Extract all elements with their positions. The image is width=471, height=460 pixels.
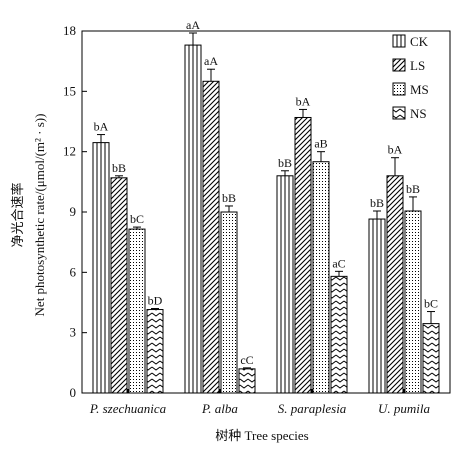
significance-label: bB bbox=[278, 156, 292, 170]
significance-label: bB bbox=[112, 161, 126, 175]
category-label: P. alba bbox=[201, 401, 238, 416]
y-tick-label: 6 bbox=[70, 264, 77, 279]
category-label: P. szechuanica bbox=[89, 401, 167, 416]
y-tick-label: 0 bbox=[70, 385, 77, 400]
category-labels: P. szechuanica P. alba S. paraplesia U. pum… bbox=[89, 389, 431, 416]
legend-swatch-ms bbox=[392, 82, 406, 96]
bar-ls bbox=[294, 116, 312, 394]
category-label: U. pumila bbox=[378, 401, 431, 416]
legend-label-ns: NS bbox=[410, 106, 427, 121]
legend-label-ms: MS bbox=[410, 82, 429, 97]
legend-swatch-ck bbox=[392, 34, 406, 48]
y-tick-label: 12 bbox=[63, 144, 76, 159]
bar-ck bbox=[276, 175, 294, 394]
bar-ls bbox=[202, 80, 220, 394]
legend-label-ck: CK bbox=[410, 34, 429, 49]
significance-label: bC bbox=[130, 212, 144, 226]
bar-ms bbox=[128, 228, 146, 394]
bar-ms bbox=[404, 210, 422, 394]
bar-ms bbox=[220, 211, 238, 394]
significance-label: bA bbox=[94, 120, 109, 134]
y-axis-title-cn: 净光合速率 bbox=[10, 182, 25, 247]
bar-ns bbox=[330, 275, 348, 394]
legend-label-ls: LS bbox=[410, 58, 425, 73]
bar-ns bbox=[238, 368, 256, 394]
bar-ls bbox=[386, 175, 404, 394]
significance-label: bB bbox=[406, 182, 420, 196]
legend: CK LS MS NS bbox=[392, 34, 429, 121]
significance-label: aB bbox=[314, 137, 327, 151]
significance-label: bB bbox=[370, 196, 384, 210]
significance-label: bD bbox=[148, 294, 163, 308]
category-label: S. paraplesia bbox=[278, 401, 347, 416]
bar-ns bbox=[146, 309, 164, 394]
x-axis-title: 树种 Tree species bbox=[215, 428, 308, 443]
y-tick-label: 18 bbox=[63, 23, 76, 38]
bar-ck bbox=[184, 44, 202, 394]
y-tick-label: 15 bbox=[63, 83, 76, 98]
bars-group: bA bB bC bD aA aA bB cC bB bA aB aC bB bA bB bC bbox=[92, 18, 440, 394]
bar-ms bbox=[312, 161, 330, 394]
y-axis-title-en: Net photosynthetic rate/(μmol/(m² · s)) bbox=[32, 114, 47, 317]
bar-ns bbox=[422, 323, 440, 394]
significance-label: bA bbox=[296, 94, 311, 108]
bar-ck bbox=[92, 142, 110, 394]
significance-label: bC bbox=[424, 297, 438, 311]
bar-ck bbox=[368, 218, 386, 394]
y-tick-label: 9 bbox=[70, 204, 77, 219]
significance-label: aC bbox=[332, 256, 345, 270]
significance-label: cC bbox=[240, 353, 253, 367]
y-axis-ticks: 0 3 6 9 12 15 18 bbox=[63, 23, 87, 400]
significance-label: aA bbox=[186, 18, 200, 32]
significance-label: bA bbox=[388, 143, 403, 157]
legend-swatch-ls bbox=[392, 58, 406, 72]
significance-label: aA bbox=[204, 54, 218, 68]
y-tick-label: 3 bbox=[70, 325, 77, 340]
bar-ls bbox=[110, 177, 128, 394]
legend-swatch-ns bbox=[392, 106, 406, 120]
significance-label: bB bbox=[222, 191, 236, 205]
